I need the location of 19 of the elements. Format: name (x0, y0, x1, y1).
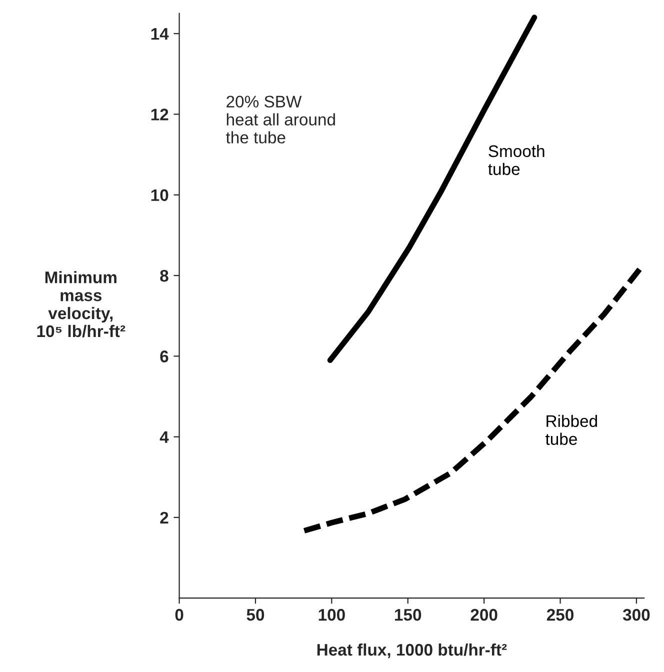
y-tick-label: 10 (151, 189, 168, 202)
y-tick-label: 14 (151, 28, 169, 40)
y-tick-label: 4 (160, 431, 169, 443)
x-tick-label: 0 (175, 608, 184, 621)
x-tick-label: 200 (470, 608, 498, 621)
series-label: Smooth tube (488, 144, 544, 176)
y-tick-label: 2 (160, 512, 168, 524)
y-tick-label: 6 (160, 350, 168, 362)
x-axis-title: Heat flux, 1000 btu/hr-ft² (317, 643, 507, 658)
x-tick-label: 300 (622, 608, 650, 621)
y-tick-label: 8 (160, 270, 168, 282)
y-tick-label: 12 (151, 108, 168, 120)
x-tick-label: 100 (318, 608, 345, 621)
series-label: Ribbed tube (546, 414, 597, 446)
y-axis-title: Minimum mass velocity, 10⁵ lb/hr-ft² (37, 271, 126, 338)
x-tick-label: 150 (395, 608, 422, 621)
x-tick-label: 50 (246, 608, 264, 621)
annotation: 20% SBW heat all around the tube (226, 96, 335, 144)
x-tick-label: 250 (546, 608, 574, 621)
